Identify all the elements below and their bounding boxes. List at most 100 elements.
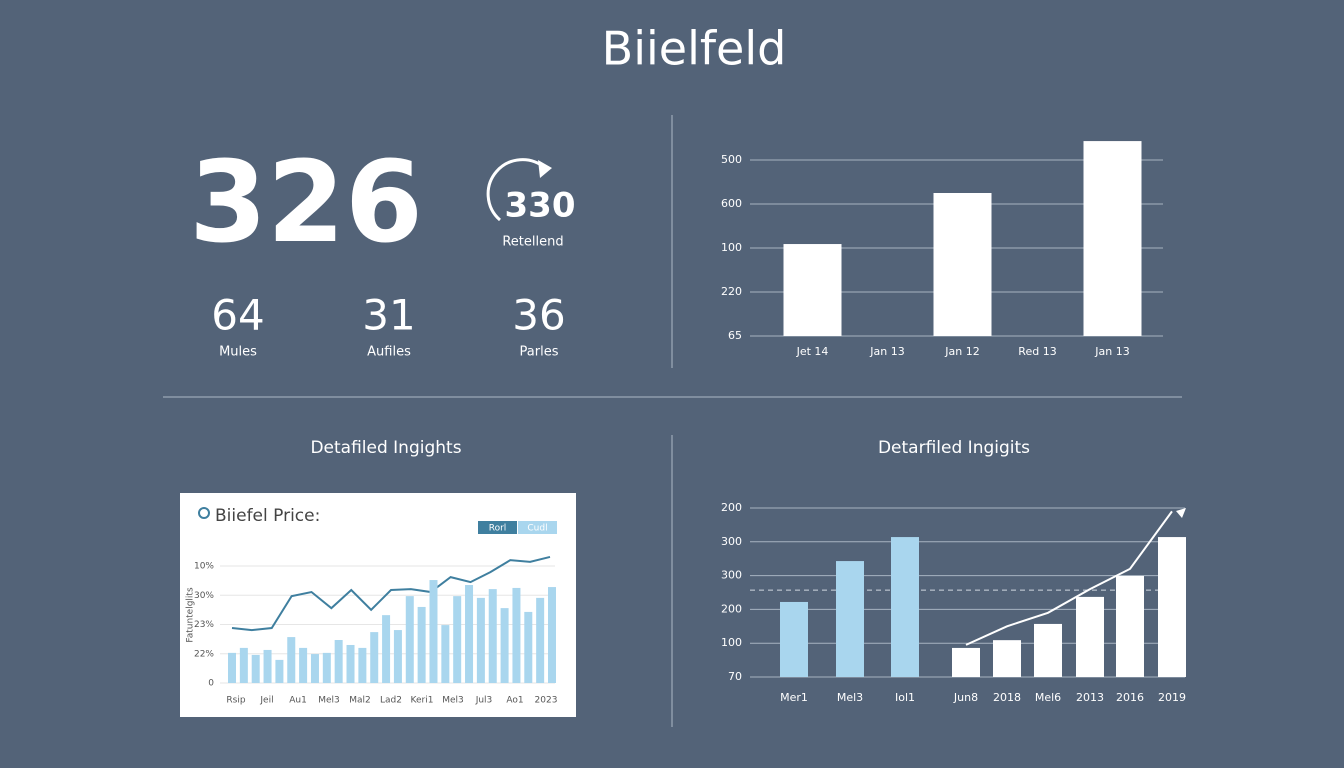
kpi-main: 326 [189, 138, 423, 268]
x-tick-label: Jun8 [953, 691, 978, 704]
kpi-value: 64 [211, 291, 264, 340]
y-tick-label: 30% [194, 591, 214, 601]
bar [275, 659, 284, 683]
bar [322, 652, 331, 683]
x-tick-label: Ao1 [506, 696, 523, 706]
bar [836, 561, 864, 677]
bar [370, 632, 379, 683]
x-tick-label: Jet 14 [796, 345, 829, 358]
legend-label: Cudl [527, 524, 547, 534]
bar [441, 625, 450, 683]
bar [310, 654, 319, 683]
bar [476, 597, 485, 683]
bar [417, 606, 426, 683]
card-title: Biiefel Price: [215, 506, 320, 526]
card-icon [198, 507, 210, 519]
bar [334, 640, 343, 683]
bar [1116, 575, 1144, 677]
bar [933, 193, 992, 336]
x-tick-label: 2019 [1158, 691, 1186, 704]
x-tick-label: Jan 12 [944, 345, 979, 358]
x-tick-label: 2018 [993, 691, 1021, 704]
y-tick-label: 200 [721, 501, 742, 514]
bar [453, 596, 462, 683]
x-tick-label: Mel6 [1035, 691, 1061, 704]
bar [393, 630, 402, 683]
legend-button [518, 521, 557, 534]
bar [239, 647, 248, 683]
y-tick-label: 300 [721, 569, 742, 582]
x-tick-label: Jeil [259, 696, 273, 706]
legend-label: Rorl [489, 524, 507, 534]
bar [524, 611, 533, 683]
y-tick-label: 65 [728, 329, 742, 342]
bar [346, 644, 355, 683]
kpi-value: 31 [362, 291, 415, 340]
line [231, 555, 551, 632]
bar [251, 654, 260, 683]
bar [1158, 537, 1186, 677]
bar [429, 580, 438, 683]
y-tick-label: 200 [721, 602, 742, 615]
bar [299, 647, 308, 683]
kpi-label: Mules [219, 345, 257, 360]
bar [382, 615, 391, 683]
bar [405, 596, 414, 683]
arrow-head [1176, 508, 1186, 518]
y-tick-label: 500 [721, 153, 742, 166]
bar [358, 647, 367, 683]
bar [548, 587, 556, 683]
kpi-icon [538, 160, 552, 178]
x-tick-label: Jan 13 [1094, 345, 1129, 358]
x-tick-label: Lad2 [380, 696, 402, 706]
x-tick-label: Mel3 [442, 696, 464, 706]
kpi-secondary-label: Retellend [502, 235, 563, 250]
kpi-label: Parles [520, 345, 559, 360]
bar [287, 637, 296, 683]
y-tick-label: 220 [721, 285, 742, 298]
title: Biielfeld [602, 22, 787, 76]
bar [263, 649, 272, 683]
y-tick-label: 10% [194, 562, 214, 572]
x-tick-label: Iol1 [895, 691, 915, 704]
y-tick-label: 70 [728, 670, 742, 683]
legend-button [478, 521, 517, 534]
x-tick-label: Rsip [226, 696, 245, 706]
x-tick-label: 2016 [1116, 691, 1144, 704]
y-tick-label: 0 [208, 679, 214, 689]
line [965, 510, 1173, 646]
y-tick-label: 22% [194, 649, 214, 659]
x-tick-label: Au1 [289, 696, 307, 706]
y-axis-title: Fatuntelglits [186, 587, 196, 643]
bar [891, 537, 919, 677]
kpi-value: 36 [512, 291, 565, 340]
bar [1083, 141, 1142, 336]
bar [500, 608, 509, 683]
bar [536, 597, 545, 683]
y-tick-label: 100 [721, 636, 742, 649]
x-tick-label: 2023 [535, 696, 558, 706]
kpi-icon [486, 158, 546, 222]
bar [488, 589, 497, 683]
x-tick-label: Red 13 [1018, 345, 1056, 358]
x-tick-label: Jul3 [475, 696, 493, 706]
y-tick-label: 600 [721, 197, 742, 210]
bar [1034, 623, 1062, 677]
bar [228, 652, 236, 683]
kpi-secondary: 330 [505, 186, 576, 226]
x-tick-label: Mel3 [318, 696, 340, 706]
x-tick-label: 2013 [1076, 691, 1104, 704]
x-tick-label: Mer1 [780, 691, 808, 704]
panel-title: Detafiled Ingights [310, 438, 461, 458]
bar [512, 587, 521, 683]
bar [952, 647, 980, 677]
bar [780, 601, 808, 677]
panel-title: Detarfiled Ingigits [878, 438, 1030, 458]
y-tick-label: 100 [721, 241, 742, 254]
bar [465, 585, 474, 683]
x-tick-label: Jan 13 [869, 345, 904, 358]
x-tick-label: Mal2 [349, 696, 371, 706]
kpi-label: Aufiles [367, 345, 411, 360]
y-tick-label: 300 [721, 535, 742, 548]
